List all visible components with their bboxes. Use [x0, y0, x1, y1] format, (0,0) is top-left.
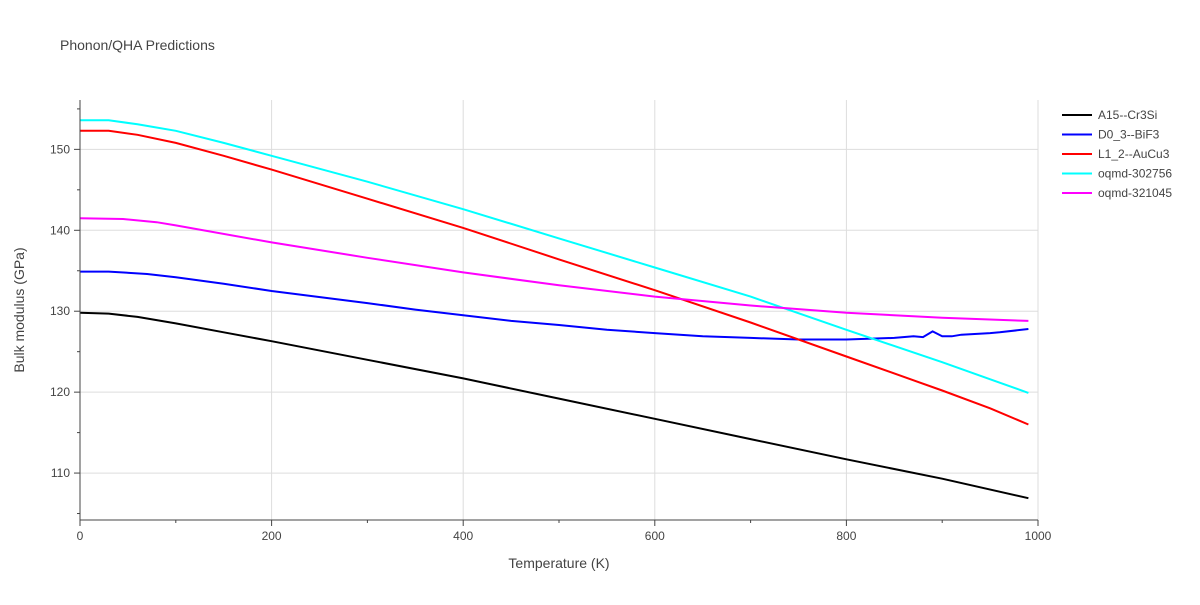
series-line-oqmd-321045 [79, 217, 1029, 322]
gridlines [80, 100, 1039, 520]
y-tick-label: 130 [50, 304, 70, 318]
x-tick-label: 1000 [1025, 529, 1052, 543]
series-line-oqmd-302756 [80, 119, 1029, 394]
legend-label: L1_2--AuCu3 [1098, 147, 1170, 161]
legend-label: oqmd-302756 [1098, 167, 1172, 181]
series-line-L1_2--AuCu3 [80, 129, 1029, 426]
legend-label: A15--Cr3Si [1098, 108, 1157, 122]
axes: 0 200 400 600 800 1000 110 120 130 140 150 [50, 100, 1052, 543]
series-lines [79, 119, 1029, 500]
x-axis-label: Temperature (K) [508, 555, 609, 571]
y-tick-label: 120 [50, 385, 70, 399]
x-tick-label: 800 [836, 529, 856, 543]
series-line-A15--Cr3Si [79, 311, 1029, 500]
series-line-D0_3--BiF3 [80, 270, 1029, 341]
y-tick-label: 110 [51, 466, 70, 480]
legend: A15--Cr3Si D0_3--BiF3 L1_2--AuCu3 oqmd-3027… [1062, 108, 1172, 200]
x-tick-label: 0 [77, 529, 84, 543]
y-tick-label: 150 [50, 142, 70, 156]
chart-title: Phonon/QHA Predictions [60, 37, 215, 53]
x-tick-label: 600 [645, 529, 665, 543]
legend-label: D0_3--BiF3 [1098, 128, 1160, 142]
y-axis-label: Bulk modulus (GPa) [11, 247, 27, 372]
legend-label: oqmd-321045 [1098, 186, 1172, 200]
x-tick-label: 400 [453, 529, 473, 543]
y-tick-label: 140 [50, 223, 70, 237]
x-tick-label: 200 [262, 529, 282, 543]
